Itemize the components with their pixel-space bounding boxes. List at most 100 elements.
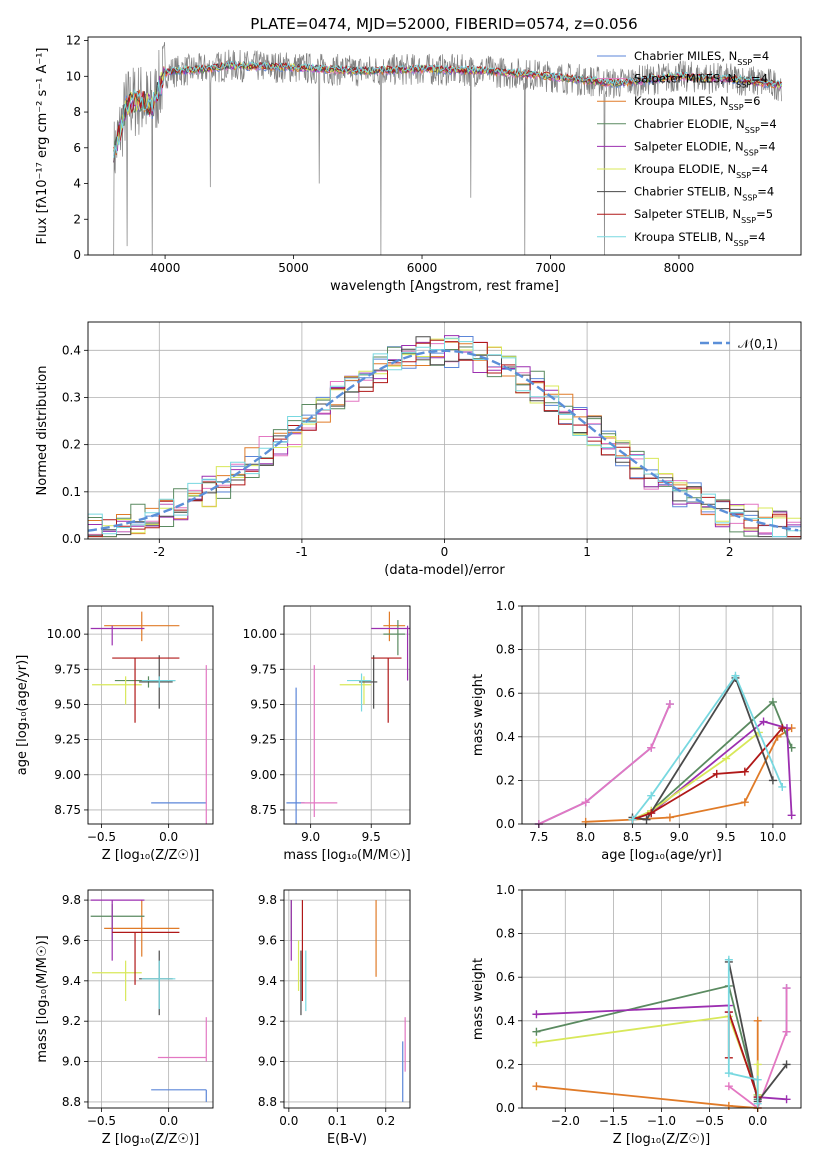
legend-subscript: SSP: [736, 80, 751, 89]
mass-weight-line: [727, 959, 759, 1104]
mass-weight-line: [632, 700, 793, 821]
y-tick-label: 2: [73, 212, 81, 226]
legend-entry: Kroupa ELODIE, NSSP=4: [634, 162, 768, 180]
x-tick-label: 8.0: [576, 830, 595, 844]
normal-curve: [87, 349, 799, 532]
legend-count: =4: [751, 72, 768, 86]
mass-weight-line: [632, 731, 760, 821]
y-tick-label: 9.2: [258, 1014, 277, 1028]
x-axis-label: mass [log₁₀(M/M☉)]: [283, 848, 410, 863]
legend-count: =5: [756, 207, 773, 221]
x-axis-label: (data-model)/error: [384, 563, 505, 578]
mass-weight-marker: [532, 1027, 541, 1036]
legend-subscript: SSP: [745, 125, 760, 134]
x-tick-label: −1.5: [599, 1114, 628, 1128]
mass-weight-marker: [782, 1060, 791, 1069]
x-tick-label: 2: [726, 545, 734, 559]
mass-weight-marker: [724, 1082, 733, 1091]
y-tick-label: 9.25: [54, 733, 81, 747]
legend-count: =4: [759, 139, 776, 153]
legend-subscript: SSP: [741, 216, 756, 225]
axes-frame: [87, 36, 802, 256]
y-tick-label: 0.2: [496, 1057, 515, 1071]
y-axis-label: mass [log₁₀(M/M☉)]: [35, 935, 50, 1062]
mass-weight-marker: [647, 791, 656, 800]
y-tick-label: 9.50: [54, 697, 81, 711]
y-tick-label: 0.8: [496, 643, 515, 657]
y-tick-label: 9.6: [62, 933, 81, 947]
x-tick-label: −0.5: [87, 830, 116, 844]
mass-weight-marker: [581, 798, 590, 807]
model-spectrum-line: [113, 61, 782, 156]
mass-weight-line: [632, 675, 774, 821]
mass-weight-marker: [768, 697, 777, 706]
mass-weight-line: [727, 1011, 759, 1098]
y-tick-label: 4: [73, 177, 81, 191]
mass-weight-line: [728, 988, 788, 1110]
legend-subscript: SSP: [736, 171, 751, 180]
y-axis-label: age [log₁₀(age/yr)]: [15, 655, 30, 776]
mass-weight-line: [631, 673, 784, 821]
mass-weight-marker: [731, 671, 740, 680]
axes-frame: [87, 605, 214, 825]
y-tick-label: 6: [73, 141, 81, 155]
x-tick-label: 1: [583, 545, 591, 559]
model-spectrum-line: [113, 60, 783, 159]
y-tick-label: 12: [66, 34, 81, 48]
y-tick-label: 1.0: [496, 883, 515, 897]
y-tick-label: 9.00: [54, 768, 81, 782]
x-tick-label: 7000: [535, 261, 566, 275]
y-tick-label: 9.8: [62, 893, 81, 907]
mass-weight-line: [536, 1015, 759, 1096]
y-tick-label: 0.2: [496, 773, 515, 787]
y-tick-label: 9.0: [258, 1055, 277, 1069]
mass-weight-line: [538, 703, 671, 825]
y-axis-label: mass weight: [471, 674, 486, 756]
x-tick-label: 0.0: [279, 1114, 298, 1128]
mass-weight-marker: [782, 1027, 791, 1036]
mass-weight-marker: [724, 1101, 733, 1110]
x-axis-label: age [log₁₀(age/yr)]: [601, 848, 722, 863]
mass-weight-marker: [724, 955, 733, 964]
mass-weight-marker: [778, 782, 787, 791]
y-tick-label: 0.3: [62, 390, 81, 404]
legend-count: =4: [757, 185, 774, 199]
y-tick-label: 0.1: [62, 485, 81, 499]
mass-weight-marker: [532, 1010, 541, 1019]
mass-weight-marker: [532, 1038, 541, 1047]
y-tick-label: 9.4: [258, 974, 277, 988]
x-tick-label: 8.5: [623, 830, 642, 844]
x-tick-label: 8000: [664, 261, 695, 275]
x-tick-label: −0.5: [87, 1114, 116, 1128]
legend-entry: Kroupa MILES, NSSP=6: [634, 94, 760, 112]
mass-weight-marker: [787, 743, 796, 752]
y-tick-label: 9.6: [258, 933, 277, 947]
legend-entry: Chabrier ELODIE, NSSP=4: [634, 117, 777, 135]
y-tick-label: 9.00: [250, 768, 277, 782]
mass-weight-marker: [768, 776, 777, 785]
y-tick-label: 0.0: [496, 1101, 515, 1115]
mass-weight-marker: [759, 717, 768, 726]
y-tick-label: 0.4: [496, 730, 515, 744]
figure-title: PLATE=0474, MJD=52000, FIBERID=0574, z=0…: [250, 15, 637, 33]
y-axis-label: Flux [fλ10⁻¹⁷ erg cm⁻² s⁻¹ A⁻¹]: [35, 48, 50, 245]
axes-frame: [521, 605, 802, 825]
mass-weight-line: [538, 703, 671, 825]
y-tick-label: 0.0: [62, 532, 81, 546]
x-axis-label: E(B-V): [327, 1132, 367, 1147]
y-tick-label: 9.25: [250, 733, 277, 747]
x-tick-label: 10.0: [760, 830, 787, 844]
mass-weight-marker: [753, 1099, 762, 1108]
axes-frame: [283, 889, 411, 1109]
x-tick-label: 0.0: [748, 1114, 767, 1128]
x-tick-label: 9.0: [670, 830, 689, 844]
legend-count: =4: [749, 230, 766, 244]
y-tick-label: 1.0: [496, 599, 515, 613]
mass-weight-line: [536, 984, 759, 1100]
y-axis-label: Normed distribution: [35, 366, 50, 496]
legend-count: =4: [751, 162, 768, 176]
x-axis-label: Z [log₁₀(Z/Z☉)]: [102, 1132, 199, 1147]
x-tick-label: 9.5: [362, 830, 381, 844]
y-tick-label: 8.75: [250, 803, 277, 817]
